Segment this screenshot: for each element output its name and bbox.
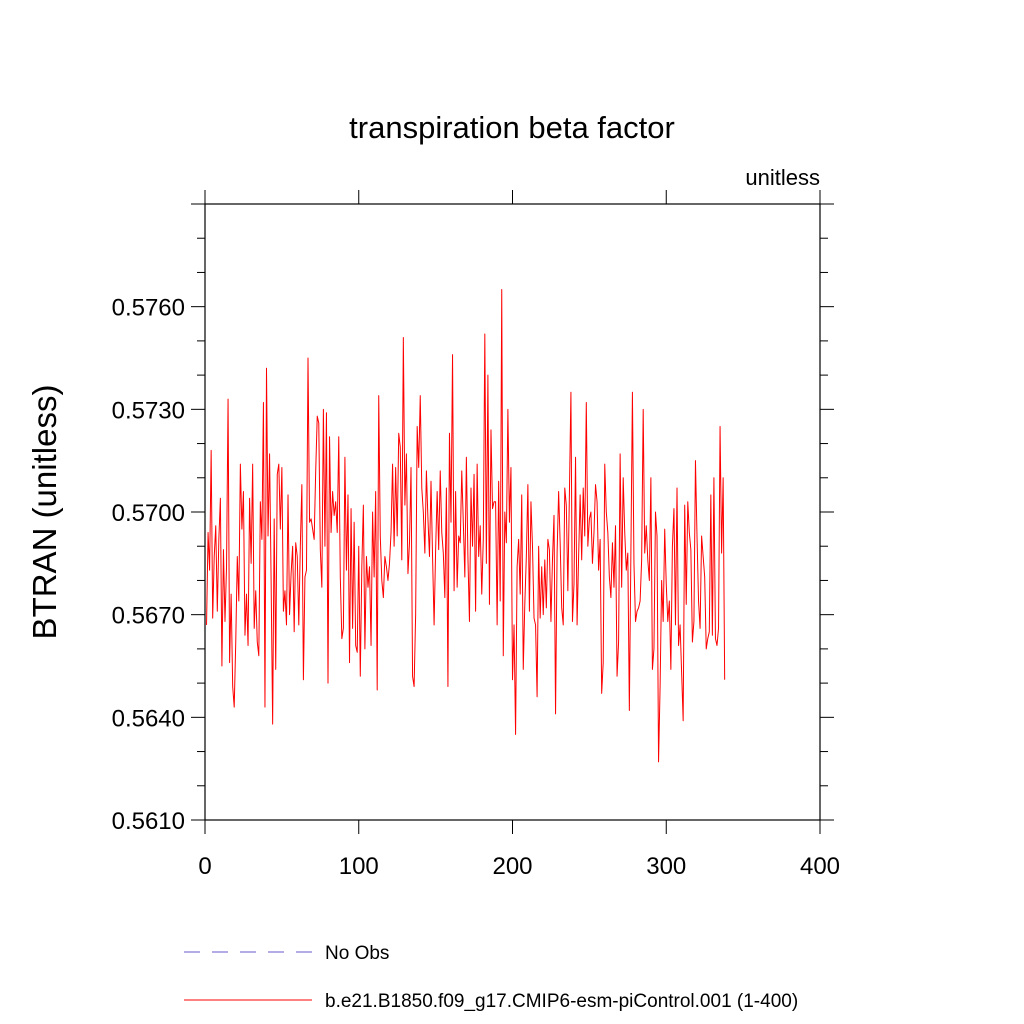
x-tick-label: 200	[492, 853, 532, 880]
y-tick-label: 0.5730	[112, 397, 185, 424]
y-tick-label: 0.5670	[112, 603, 185, 630]
x-tick-label: 0	[198, 853, 211, 880]
series-layer	[206, 289, 726, 763]
units-label: unitless	[745, 165, 820, 190]
y-axis-label: BTRAN (unitless)	[26, 385, 63, 640]
legend: No Obs b.e21.B1850.f09_g17.CMIP6-esm-piC…	[184, 943, 798, 1012]
x-tick-label: 300	[646, 853, 686, 880]
y-tick-label: 0.5640	[112, 705, 185, 732]
series-line-control-run	[206, 289, 726, 763]
axes-layer: 0 100 200 300 400 0.5610 0.5640 0.5670 0.5700 0.5…	[112, 190, 840, 880]
y-tick-label: 0.5610	[112, 808, 185, 835]
x-tick-label: 400	[800, 853, 840, 880]
legend-label-no-obs: No Obs	[325, 943, 389, 964]
chart-title: transpiration beta factor	[349, 110, 675, 145]
y-tick-label: 0.5760	[112, 295, 185, 322]
plot-frame	[204, 203, 821, 821]
legend-label-control-run: b.e21.B1850.f09_g17.CMIP6-esm-piControl.…	[325, 991, 798, 1012]
y-tick-label: 0.5700	[112, 500, 185, 527]
x-tick-label: 100	[339, 853, 379, 880]
